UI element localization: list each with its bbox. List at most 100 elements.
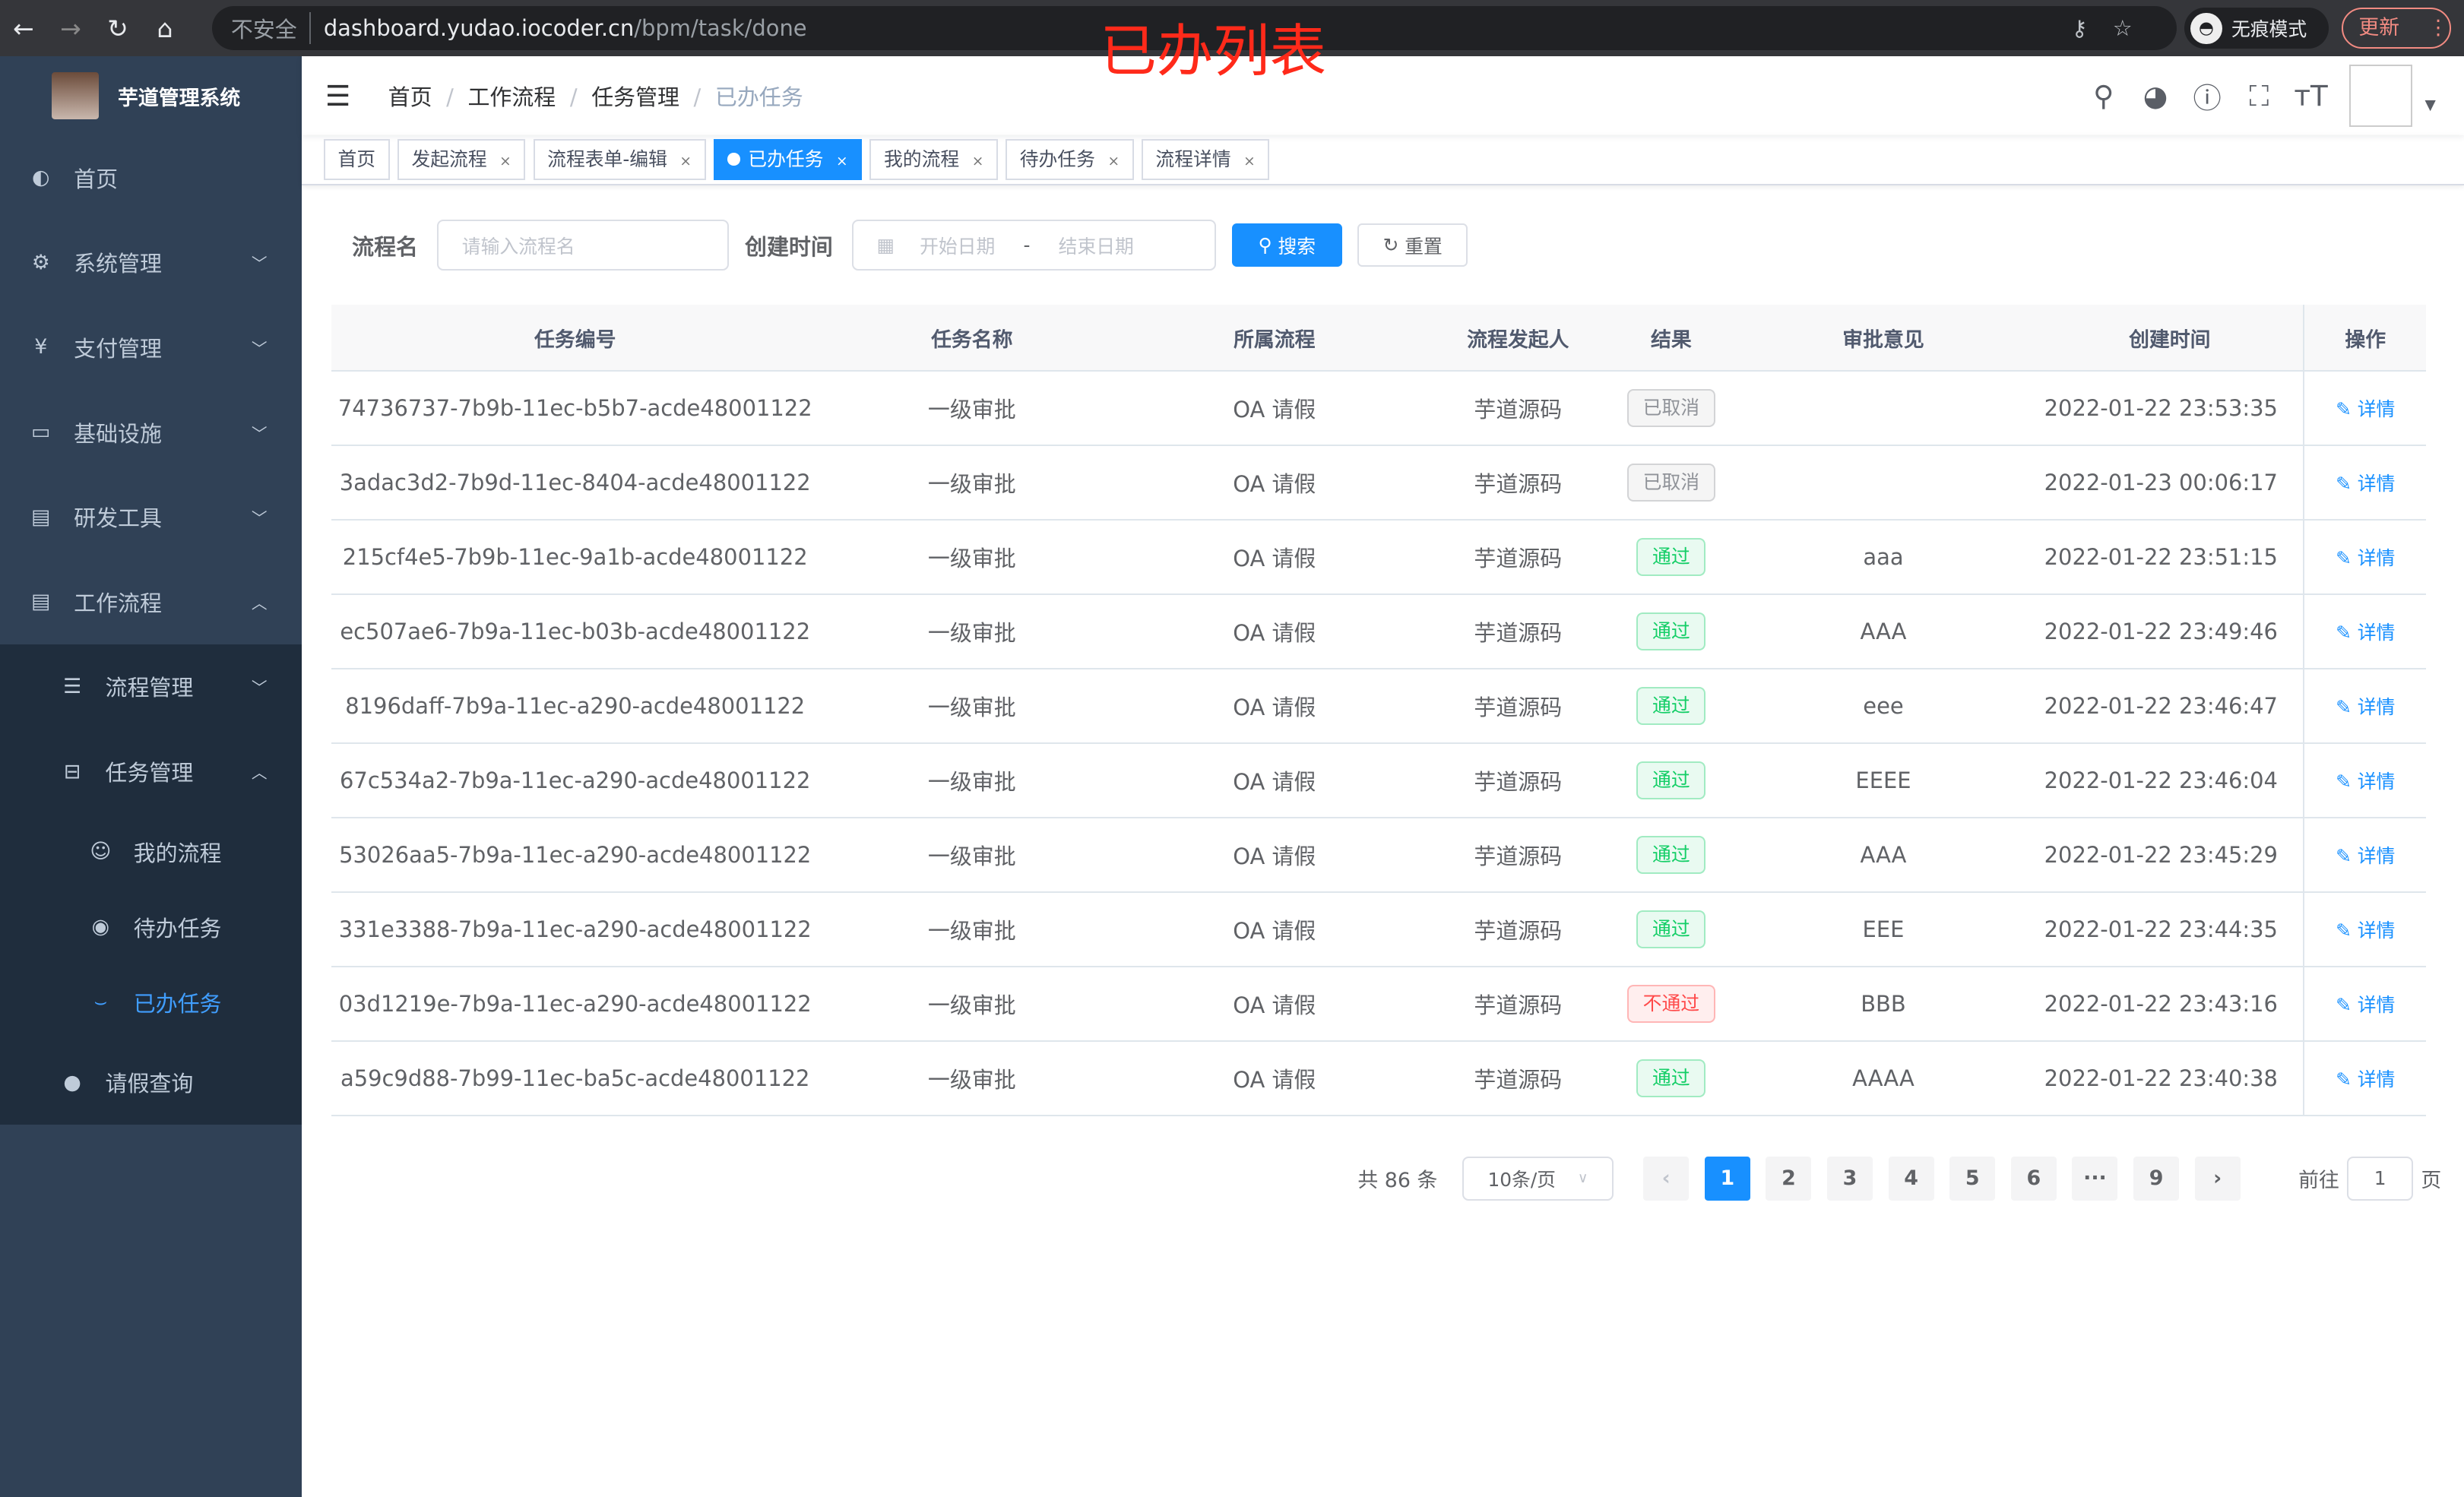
- detail-button[interactable]: ✎ 详情: [2336, 622, 2395, 644]
- task-name: 一级审批: [819, 1040, 1126, 1116]
- sidebar-item[interactable]: ▭ 基础设施 ﹀: [0, 390, 302, 475]
- breadcrumb-item[interactable]: 工作流程: [467, 84, 556, 111]
- actions-cell: ✎ 详情: [2303, 668, 2427, 744]
- page-button[interactable]: 1: [1704, 1156, 1750, 1201]
- close-icon[interactable]: ×: [1107, 153, 1120, 170]
- sidebar-item-task-mgmt[interactable]: ⊟ 任务管理 ︿: [0, 729, 302, 814]
- detail-button[interactable]: ✎ 详情: [2336, 994, 2395, 1016]
- search-icon[interactable]: ⚲: [2093, 79, 2114, 113]
- detail-label: 详情: [2357, 472, 2396, 495]
- sidebar-item[interactable]: ▤ 研发工具 ﹀: [0, 474, 302, 559]
- result: 不通过: [1612, 966, 1731, 1042]
- sidebar-item-leave[interactable]: ● 请假查询: [0, 1040, 302, 1125]
- reset-button[interactable]: ↻ 重置: [1357, 223, 1468, 267]
- close-icon[interactable]: ×: [836, 153, 848, 170]
- hamburger-icon[interactable]: ☰: [325, 79, 351, 113]
- detail-button[interactable]: ✎ 详情: [2336, 547, 2395, 569]
- next-page-button[interactable]: ›: [2194, 1156, 2241, 1201]
- home-icon[interactable]: ⌂: [157, 13, 173, 43]
- result-tag: 通过: [1636, 538, 1706, 576]
- tag-5[interactable]: 待办任务 ×: [1006, 139, 1134, 180]
- table-row: 331e3388-7b9a-11ec-a290-acde48001122 一级审批…: [331, 891, 2427, 967]
- incognito-badge[interactable]: ◓ 无痕模式: [2184, 8, 2329, 49]
- start-date[interactable]: 开始日期: [920, 235, 996, 258]
- breadcrumb-item[interactable]: 首页: [388, 84, 432, 111]
- create-time: 2022-01-22 23:49:46: [2036, 593, 2304, 669]
- goto-page-input[interactable]: 1: [2347, 1156, 2414, 1201]
- close-icon[interactable]: ×: [679, 153, 692, 170]
- column-header: 创建时间: [2036, 305, 2304, 372]
- logo[interactable]: 芋道管理系统: [0, 56, 302, 135]
- search-button[interactable]: ⚲ 搜索: [1231, 223, 1342, 267]
- page-button[interactable]: 2: [1766, 1156, 1812, 1201]
- task-name: 一级审批: [819, 593, 1126, 669]
- tag-label: 已办任务: [748, 148, 824, 171]
- tag-6[interactable]: 流程详情 ×: [1141, 139, 1270, 180]
- sidebar-item-my-process[interactable]: ☺ 我的流程: [0, 814, 302, 889]
- close-icon[interactable]: ×: [499, 153, 511, 170]
- tag-3[interactable]: 已办任务 ×: [713, 139, 863, 180]
- chevron-up-icon: ︿: [251, 593, 268, 612]
- close-icon[interactable]: ×: [971, 153, 984, 170]
- detail-button[interactable]: ✎ 详情: [2336, 1068, 2395, 1090]
- page-button[interactable]: ···: [2072, 1156, 2118, 1201]
- initiator: 芋道源码: [1424, 742, 1613, 818]
- tag-4[interactable]: 我的流程 ×: [869, 139, 998, 180]
- page-button[interactable]: 9: [2133, 1156, 2180, 1201]
- page-button[interactable]: 5: [1949, 1156, 1996, 1201]
- table-row: 67c534a2-7b9a-11ec-a290-acde48001122 一级审批…: [331, 742, 2427, 818]
- date-range-picker[interactable]: ▦ 开始日期 - 结束日期: [851, 220, 1217, 271]
- update-button[interactable]: 更新 ⋮: [2341, 8, 2452, 49]
- breadcrumb-item: 已办任务: [714, 84, 803, 111]
- result: 已取消: [1612, 445, 1731, 521]
- end-date[interactable]: 结束日期: [1058, 235, 1134, 258]
- detail-button[interactable]: ✎ 详情: [2336, 919, 2395, 942]
- detail-button[interactable]: ✎ 详情: [2336, 845, 2395, 867]
- sidebar-item[interactable]: ¥ 支付管理 ﹀: [0, 305, 302, 390]
- sidebar-item[interactable]: ▤ 工作流程 ︿: [0, 559, 302, 644]
- address-bar[interactable]: 不安全 dashboard.yudao.iocoder.cn/bpm/task/…: [212, 6, 2177, 51]
- sidebar-item-todo[interactable]: ◉ 待办任务: [0, 889, 302, 964]
- task-id: 3adac3d2-7b9d-11ec-8404-acde48001122: [331, 445, 819, 521]
- fullscreen-icon[interactable]: ⛶: [2249, 78, 2269, 112]
- breadcrumb-item[interactable]: 任务管理: [591, 84, 679, 111]
- sidebar-item-flow-mgmt[interactable]: ☰ 流程管理 ﹀: [0, 644, 302, 730]
- create-time: 2022-01-22 23:46:47: [2036, 668, 2304, 744]
- task-table: 任务编号 任务名称 所属流程 流程发起人 结果 审批意见 创建时间 操作 74736737-7…: [331, 305, 2427, 1116]
- page-button[interactable]: 6: [2010, 1156, 2057, 1201]
- tag-1[interactable]: 发起流程 ×: [397, 139, 526, 180]
- help-icon[interactable]: ⓘ: [2193, 81, 2222, 116]
- sidebar-item-label: 工作流程: [74, 590, 162, 616]
- process: OA 请假: [1125, 817, 1424, 893]
- comment: [1730, 445, 2037, 521]
- close-icon[interactable]: ×: [1243, 153, 1256, 170]
- task-id: 74736737-7b9b-11ec-b5b7-acde48001122: [331, 370, 819, 446]
- back-icon[interactable]: ←: [13, 13, 34, 43]
- tag-2[interactable]: 流程表单-编辑 ×: [533, 139, 706, 180]
- detail-button[interactable]: ✎ 详情: [2336, 696, 2395, 718]
- key-icon[interactable]: ⚷: [2071, 15, 2113, 42]
- process-name-input[interactable]: 请输入流程名: [436, 220, 730, 271]
- result: 通过: [1612, 891, 1731, 967]
- font-size-icon[interactable]: ᴛT: [2294, 79, 2328, 113]
- forward-icon[interactable]: →: [60, 13, 81, 43]
- avatar[interactable]: [2349, 64, 2412, 128]
- github-icon[interactable]: ◕: [2143, 79, 2168, 113]
- reload-icon[interactable]: ↻: [107, 13, 128, 43]
- detail-button[interactable]: ✎ 详情: [2336, 473, 2395, 495]
- detail-button[interactable]: ✎ 详情: [2336, 398, 2395, 420]
- detail-button[interactable]: ✎ 详情: [2336, 771, 2395, 793]
- caret-down-icon[interactable]: ▼: [2424, 97, 2436, 113]
- page-button[interactable]: 3: [1827, 1156, 1873, 1201]
- task-name: 一级审批: [819, 966, 1126, 1042]
- sidebar-item[interactable]: ⚙ 系统管理 ﹀: [0, 220, 302, 305]
- page-size-select[interactable]: 10条/页 ∨: [1462, 1156, 1614, 1201]
- star-icon[interactable]: ☆: [2112, 15, 2158, 42]
- prev-page-button[interactable]: ‹: [1643, 1156, 1690, 1201]
- page-button[interactable]: 4: [1888, 1156, 1934, 1201]
- task-name: 一级审批: [819, 891, 1126, 967]
- sidebar-item[interactable]: ◐ 首页: [0, 135, 302, 220]
- sidebar-item-done[interactable]: ⌣ 已办任务: [0, 964, 302, 1040]
- comment: aaa: [1730, 519, 2037, 595]
- tag-0[interactable]: 首页: [323, 139, 390, 180]
